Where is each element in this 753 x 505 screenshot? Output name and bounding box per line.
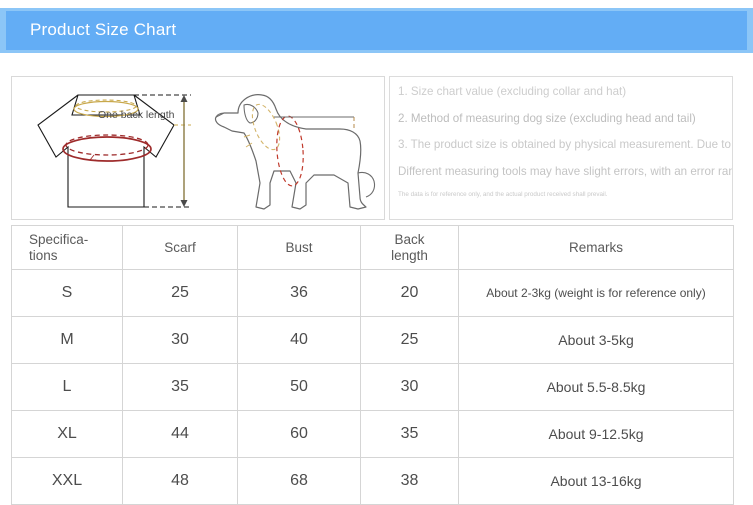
cell-remark: About 13-16kg (458, 457, 734, 505)
cell-size: M (11, 316, 123, 364)
table-header-row: Specifica- tions Scarf Bust Back length … (11, 225, 734, 270)
header-scarf: Scarf (122, 225, 238, 270)
header-bar (6, 11, 747, 50)
garment-size-diagram (37, 94, 191, 208)
cell-bust: 50 (237, 363, 361, 411)
header-specifications: Specifica- tions (11, 225, 123, 270)
cell-bust: 68 (237, 457, 361, 505)
header-remarks: Remarks (458, 225, 734, 270)
note-line-2: 2. Method of measuring dog size (excludi… (398, 111, 696, 125)
note-fine-print: The data is for reference only, and the … (398, 191, 608, 199)
cell-remark: About 3-5kg (458, 316, 734, 364)
header-back-length-line1: Back (394, 231, 425, 247)
cell-size: XL (11, 410, 123, 458)
header-bust: Bust (237, 225, 361, 270)
measurement-notes-panel: 1. Size chart value (excluding collar an… (389, 76, 733, 220)
note-line-4: Different measuring tools may have sligh… (398, 164, 732, 178)
cell-bust: 60 (237, 410, 361, 458)
cell-bust: 40 (237, 316, 361, 364)
cell-scarf: 44 (122, 410, 238, 458)
cell-size: S (11, 269, 123, 317)
diagram-panel: One back length (11, 76, 385, 220)
cell-scarf: 35 (122, 363, 238, 411)
cell-back-length: 30 (360, 363, 459, 411)
table-row: XXL 48 68 38 About 13-16kg (11, 457, 734, 505)
header-back-length-line2: length (391, 247, 428, 263)
cell-scarf: 48 (122, 457, 238, 505)
note-line-3: 3. The product size is obtained by physi… (398, 138, 732, 152)
cell-bust: 36 (237, 269, 361, 317)
dog-measure-diagram (214, 94, 376, 210)
cell-remark: About 5.5-8.5kg (458, 363, 734, 411)
cell-scarf: 25 (122, 269, 238, 317)
header-specifications-line1: Specifica- (29, 231, 89, 247)
cell-remark: About 2-3kg (weight is for reference onl… (458, 269, 734, 317)
cell-back-length: 38 (360, 457, 459, 505)
cell-size: L (11, 363, 123, 411)
note-line-1: 1. Size chart value (excluding collar an… (398, 85, 627, 98)
size-chart-table: Specifica- tions Scarf Bust Back length … (11, 225, 734, 505)
table-row: L 35 50 30 About 5.5-8.5kg (11, 363, 734, 411)
back-length-label: One back length (98, 109, 175, 121)
cell-back-length: 20 (360, 269, 459, 317)
table-row: XL 44 60 35 About 9-12.5kg (11, 410, 734, 458)
cell-size: XXL (11, 457, 123, 505)
table-row: M 30 40 25 About 3-5kg (11, 316, 734, 364)
header-back-length: Back length (360, 225, 459, 270)
cell-remark: About 9-12.5kg (458, 410, 734, 458)
table-row: S 25 36 20 About 2-3kg (weight is for re… (11, 269, 734, 317)
header-specifications-line2: tions (29, 247, 58, 263)
page-title: Product Size Chart (30, 20, 177, 39)
cell-back-length: 25 (360, 316, 459, 364)
cell-back-length: 35 (360, 410, 459, 458)
cell-scarf: 30 (122, 316, 238, 364)
